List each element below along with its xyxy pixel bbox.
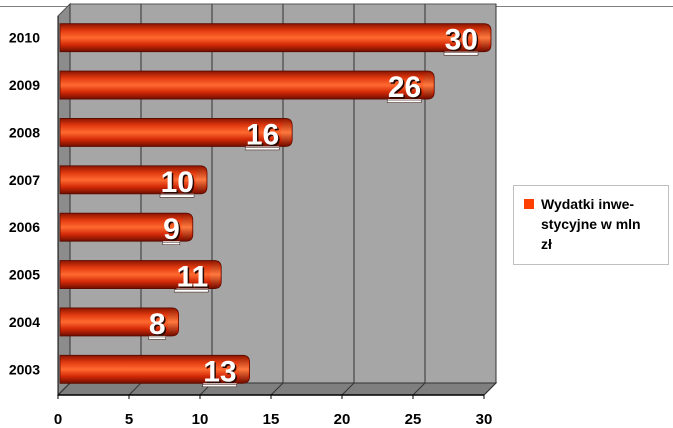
bar <box>59 70 435 100</box>
gridline-floor <box>57 382 71 396</box>
data-label: 30 <box>445 24 478 57</box>
data-label-underline <box>202 384 237 388</box>
x-tick-label: 30 <box>476 411 493 428</box>
data-label: 16 <box>246 118 279 151</box>
bar <box>59 23 492 53</box>
data-label: 10 <box>161 166 194 199</box>
legend-label: Wydatki inwe- stycyjne w mln zł <box>541 194 665 254</box>
bar <box>59 354 250 384</box>
data-label: 9 <box>163 213 180 246</box>
x-tick-label: 0 <box>54 411 62 428</box>
category-label: 2006 <box>9 219 40 235</box>
data-label-underline <box>244 147 280 151</box>
legend-label-line: Wydatki inwe- <box>541 196 635 212</box>
legend-label-line: stycyjne w mln <box>541 216 641 232</box>
legend-label-line: zł <box>541 236 552 252</box>
data-label-underline <box>443 52 479 56</box>
gridline-floor <box>128 382 142 396</box>
category-label: 2004 <box>9 314 40 330</box>
data-label-shadow: 9 <box>165 215 182 248</box>
category-label: 2009 <box>9 77 40 93</box>
legend-swatch <box>524 199 534 209</box>
category-label: 2007 <box>9 172 40 188</box>
bar-cap <box>210 261 221 288</box>
bar-cap <box>281 119 292 146</box>
category-label: 2010 <box>9 30 40 46</box>
axes-group: 0 5 10 15 20 25 30 <box>54 16 493 428</box>
data-label: 11 <box>176 261 208 294</box>
x-tick-label: 15 <box>263 411 280 428</box>
x-tick-label: 5 <box>125 411 133 428</box>
data-label-underline <box>386 99 422 103</box>
category-label: 2008 <box>9 124 40 140</box>
bar-cap <box>480 24 490 51</box>
bar-cap <box>423 72 434 99</box>
bar <box>59 307 179 337</box>
gridline-floor <box>341 382 355 396</box>
data-label-underline <box>148 336 166 340</box>
data-label-underline <box>159 194 195 198</box>
x-tick-label: 10 <box>192 411 209 428</box>
bar <box>59 260 222 289</box>
data-label-shadow: 8 <box>150 309 167 342</box>
bar-cap <box>167 308 178 335</box>
category-label: 2005 <box>9 267 40 283</box>
data-label: 13 <box>203 355 236 388</box>
bar <box>59 118 293 147</box>
plot-side-wall <box>57 2 71 397</box>
legend: Wydatki inwe- stycyjne w mln zł <box>513 185 669 265</box>
data-label: 8 <box>149 308 166 341</box>
bar-cap <box>238 356 249 383</box>
bar <box>59 212 194 242</box>
x-tick-label: 25 <box>405 411 422 428</box>
gridline-floor <box>483 382 497 396</box>
bar <box>59 165 208 195</box>
bar-cap <box>181 214 192 241</box>
data-label-underline <box>173 289 209 293</box>
bar-cap <box>196 166 206 193</box>
data-label: 26 <box>388 71 421 104</box>
gridline-floor <box>412 382 426 396</box>
data-label-underline <box>162 241 181 245</box>
x-tick-label: 20 <box>334 411 351 428</box>
category-label: 2003 <box>9 361 40 377</box>
plot-area <box>56 2 498 397</box>
gridline-floor <box>270 382 284 396</box>
bars-group <box>59 23 492 384</box>
